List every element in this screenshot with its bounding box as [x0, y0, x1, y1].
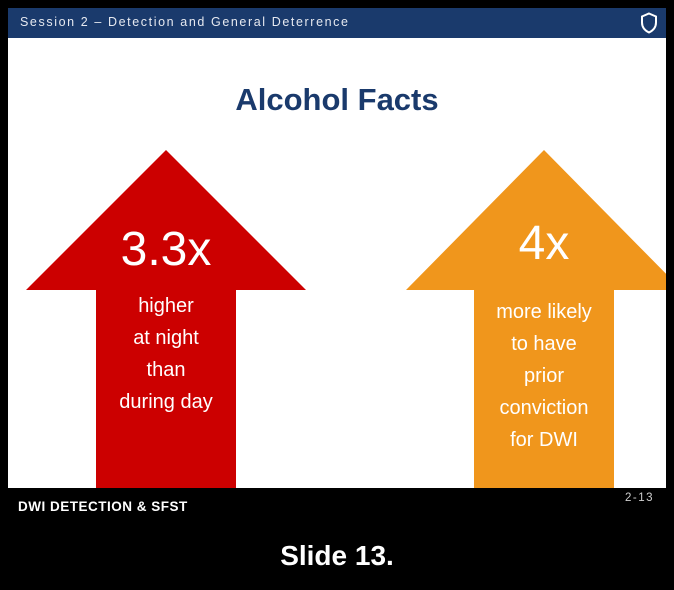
- red-arrow-line: than: [146, 359, 186, 381]
- orange-arrow-shape: [406, 150, 666, 488]
- slide-number: 2-13: [624, 492, 654, 504]
- slide-footer: DWI DETECTION & SFST 2-13 Slide 13.: [8, 488, 666, 582]
- red-arrow-shape: [26, 150, 306, 488]
- slide-frame: Session 2 – Detection and General Deterr…: [8, 8, 666, 582]
- slide-body: Alcohol Facts 3.3x higher at night than …: [8, 38, 666, 488]
- red-arrow-line: higher: [138, 295, 194, 317]
- slide-caption: Slide 13.: [280, 540, 394, 571]
- orange-arrow-line: more likely: [496, 301, 592, 323]
- orange-arrow-line: prior: [523, 365, 564, 387]
- orange-arrow-line: for DWI: [510, 429, 578, 451]
- orange-arrow-description: more likely to have prior conviction for…: [406, 296, 666, 456]
- shield-icon: [640, 12, 658, 34]
- red-arrow-line: during day: [119, 391, 213, 413]
- orange-arrow: 4x more likely to have prior conviction …: [406, 150, 666, 488]
- orange-arrow-value: 4x: [518, 217, 570, 270]
- red-arrow-description: higher at night than during day: [26, 290, 306, 418]
- session-title: Session 2 – Detection and General Deterr…: [20, 15, 350, 29]
- slide-title: Alcohol Facts: [235, 82, 439, 117]
- red-arrow-value: 3.3x: [120, 223, 212, 276]
- orange-arrow-line: conviction: [499, 397, 589, 419]
- orange-arrow-line: to have: [511, 333, 577, 355]
- red-arrow: 3.3x higher at night than during day: [26, 150, 306, 488]
- slide-header: Session 2 – Detection and General Deterr…: [8, 8, 666, 38]
- red-arrow-line: at night: [133, 327, 199, 349]
- course-title: DWI DETECTION & SFST: [18, 499, 188, 514]
